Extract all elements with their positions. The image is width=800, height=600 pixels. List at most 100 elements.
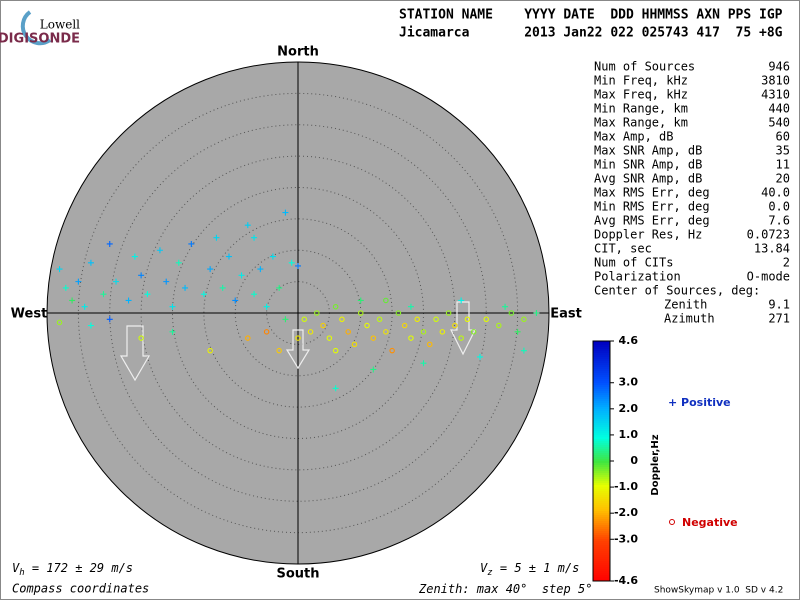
stat-label: Num of CITs [594,256,673,270]
positive-source [533,310,540,316]
stat-label: Min SNR Amp, dB [594,158,702,172]
colorbar-cell [593,543,610,546]
stat-label: Zenith [664,298,707,312]
colorbar-cell [593,549,610,552]
negative-source [276,347,282,354]
positive-source [81,303,88,310]
stat-label: Min Range, km [594,102,688,116]
legend-positive: + Positive [668,396,731,409]
colorbar-cell [593,349,610,352]
header-line: STATION NAME YYYY DATE DDD HHMMSS AXN PP… [399,8,783,23]
colorbar-cell [593,447,610,450]
footer-left: Compass coordinates [12,582,149,596]
logo-bottom: DIGISONDE [0,32,80,47]
negative-source [370,335,377,341]
colorbar-cell [593,403,610,406]
positive-source [100,291,107,298]
stat-value: 440 [768,102,790,116]
colorbar-cell [593,341,610,344]
negative-source [420,329,427,335]
colorbar-cell [593,493,610,496]
stat-value: 4310 [761,88,790,102]
positive-source [188,240,195,247]
colorbar-cell [593,391,610,394]
negative-source [357,310,364,316]
colorbar-tick-label: 0 [630,454,638,467]
positive-source [476,353,483,360]
colorbar-cell [593,383,610,386]
stat-label: Center of Sources, deg: [594,284,760,298]
stat-value: 7.6 [768,214,790,228]
positive-source [169,303,176,310]
stat-value: 540 [768,116,790,130]
colorbar-cell [593,387,610,390]
text: ° [585,582,592,596]
negative-source [464,316,471,323]
positive-source [232,297,239,304]
stat-label: Avg SNR Amp, dB [594,172,702,186]
colorbar-cell [593,467,610,470]
negative-source [395,310,402,316]
header-line: Jicamarca 2013 Jan22 022 025743 417 75 +… [399,26,783,41]
colorbar-tick-label: -3.0 [614,532,638,545]
colorbar-cell [593,343,610,346]
colorbar-cell [593,511,610,514]
colorbar-cell [593,371,610,374]
colorbar-cell [593,373,610,376]
positive-source [182,284,189,291]
stat-value: 271 [768,312,790,326]
colorbar-cell [593,507,610,510]
compass-label: North [277,45,319,60]
colorbar-cell [593,441,610,444]
positive-source [207,266,214,273]
positive-source [200,291,207,298]
colorbar-cell [593,489,610,492]
negative-source [414,316,420,323]
stat-label: Doppler Res, Hz [594,228,702,242]
colorbar-label: Doppler,Hz [650,434,661,495]
colorbar-cell [593,427,610,430]
stat-value: 13.84 [754,242,790,256]
negative-source [332,303,339,310]
colorbar-tick-label: 3.0 [619,376,639,389]
stat-label: Azimuth [664,312,715,326]
colorbar-cell [593,415,610,418]
legend-negative: Negative [669,516,738,529]
colorbar-cell [593,363,610,366]
negative-source [56,319,63,326]
colorbar-cell [593,577,610,580]
colorbar-cell [593,473,610,476]
negative-source [314,310,320,316]
positive-source [263,303,270,310]
positive-source [75,278,82,285]
footer-version: ShowSkymap v 1.0 SD v 4.2 [654,586,783,596]
rest: = 172 ± 29 m/s [25,561,133,575]
colorbar-cell [593,455,610,458]
colorbar-tick-label: 2.0 [619,402,639,415]
colorbar-cell [593,503,610,506]
compass-label: West [11,307,48,322]
colorbar-cell [593,421,610,424]
negative-source [383,329,389,335]
positive-source [370,366,377,373]
colorbar-cell [593,397,610,400]
colorbar-cell [593,463,610,466]
colorbar-cell [593,423,610,426]
stat-label: CIT, sec [594,242,652,256]
colorbar-cell [593,527,610,530]
negative-source [427,341,433,348]
negative-source [301,316,308,323]
negative-source [508,310,515,316]
colorbar-cell [593,537,610,540]
colorbar-cell [593,477,610,480]
positive-source [138,272,145,279]
negative-source [263,329,270,335]
stat-value: 11 [776,158,790,172]
positive-source [357,297,364,304]
positive-source [69,297,76,304]
colorbar-cell [593,563,610,566]
velocity-arrows [119,301,476,382]
colorbar-cell [593,367,610,370]
colorbar-cell [593,389,610,392]
